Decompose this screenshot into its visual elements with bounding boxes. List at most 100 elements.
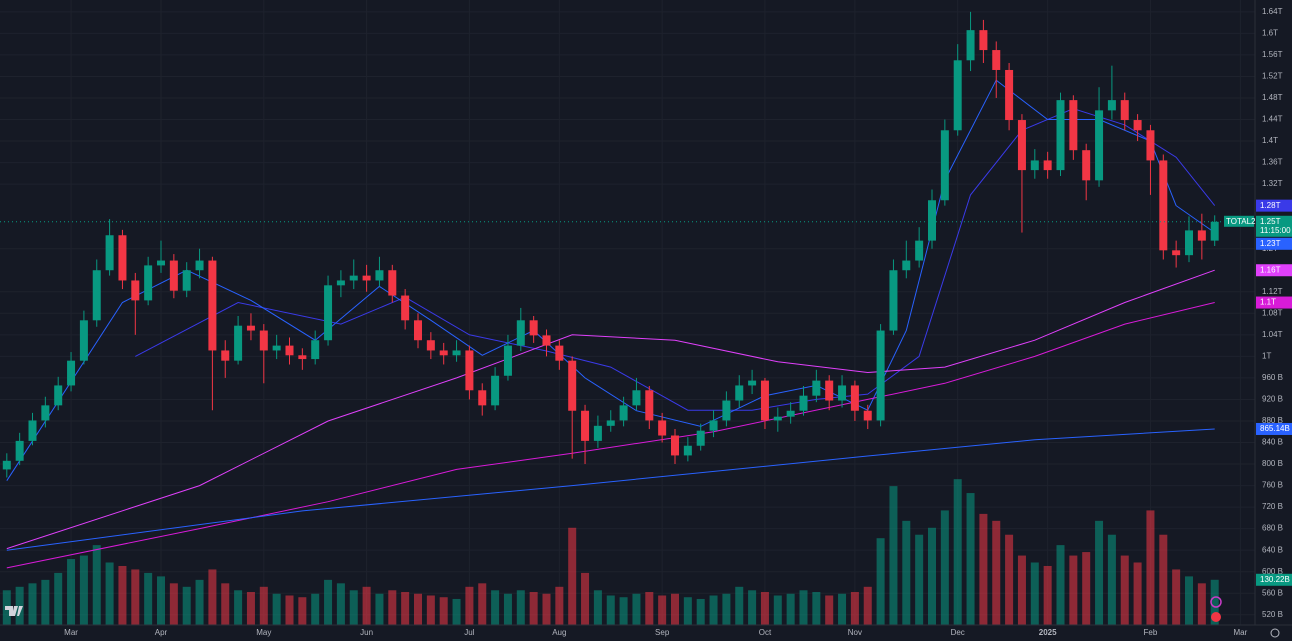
volume-bar [478,583,487,625]
volume-bar [246,592,255,625]
candle-body [2,460,11,470]
candle-body [336,280,345,286]
x-tick-label: Jul [464,628,474,637]
y-tick-label: 1.36T [1262,158,1283,167]
y-tick-label: 1.44T [1262,115,1283,124]
moving-average-line [6,428,1215,551]
volume-bar [606,595,615,625]
candle-body [542,335,551,346]
candle-body [709,420,718,431]
volume-bar [966,493,975,625]
candle-body [157,260,165,266]
candle-body [1017,120,1026,171]
candle-body [799,395,808,411]
volume-bar [683,597,692,625]
indicator-price-box [1256,237,1292,250]
volume-bar [1133,562,1142,625]
volume-bar [568,527,577,625]
volume-bar [272,593,281,625]
volume-bar [1056,545,1065,625]
candle-body [735,385,744,401]
candle-body [940,130,949,201]
y-tick-label: 920 B [1262,395,1283,404]
volume-bar [799,590,808,625]
candle-body [182,270,191,291]
volume-bar [401,592,410,625]
volume-bar [336,583,345,625]
volume-bar [298,597,307,625]
volume-bar [92,545,101,625]
candle-body [748,380,757,386]
candle-body [1030,160,1039,171]
volume-bar [1146,510,1155,625]
flag-icon[interactable] [1211,612,1221,622]
volume-bar [234,590,243,625]
indicator-price-label: 1.28T [1260,201,1281,210]
volume-bar [388,590,397,625]
candle-body [581,410,590,441]
candle-body [928,200,936,241]
volume-bar [529,592,538,625]
candle-body [760,380,769,421]
volume-bar [1107,534,1116,625]
volume-bar [118,565,127,625]
volume-bar [1005,534,1014,625]
symbol-box [1224,215,1254,227]
y-tick-label: 1.56T [1262,50,1283,59]
candle-body [979,30,988,51]
x-tick-label: Aug [552,628,566,637]
volume-bar [915,534,924,625]
volume-label: 130.22B [1260,575,1290,584]
candle-body [375,270,384,281]
symbol-label: TOTAL2 [1226,217,1256,226]
volume-bar [658,595,667,625]
volume-bar [979,513,988,625]
candle-body [1172,250,1181,256]
candle-body [786,410,795,417]
volume-bar [748,590,757,625]
y-tick-label: 600 B [1262,567,1283,576]
candle-body [491,375,500,406]
settings-icon[interactable] [1270,628,1280,638]
volume-bar [722,593,731,625]
volume-bar [169,583,178,625]
volume-bar [1095,520,1104,625]
tradingview-logo[interactable] [5,606,23,616]
candle-body [953,60,962,131]
candle-body [259,330,268,351]
volume-bar [902,520,911,625]
y-tick-label: 520 B [1262,610,1283,619]
indicator-price-box [1256,422,1292,435]
x-tick-label: Sep [655,628,670,637]
x-tick-label: Apr [155,628,168,637]
candle-body [503,345,512,376]
moving-average-line [135,108,1216,411]
candle-body [349,275,358,281]
candle-body [773,416,782,421]
candle-body [889,270,898,331]
candle-body [645,390,654,421]
candle-body [426,340,435,351]
candle-body [311,340,320,360]
y-tick-label: 1.32T [1262,179,1283,188]
candle-body [465,350,474,391]
candle-body [593,425,602,441]
candle-body [1043,160,1052,171]
volume-bar [452,598,461,625]
candle-body [1107,100,1116,111]
y-tick-label: 1.48T [1262,93,1283,102]
indicator-icon[interactable] [1210,596,1222,608]
y-tick-label: 760 B [1262,481,1283,490]
y-tick-label: 1.12T [1262,287,1283,296]
countdown-label: 11:15:00 [1260,226,1291,235]
y-tick-label: 800 B [1262,459,1283,468]
y-tick-label: 880 B [1262,416,1283,425]
candle-body [658,420,667,436]
candle-body [966,30,975,61]
volume-bar [324,579,333,625]
candle-body [992,50,1001,70]
candle-body [722,400,731,421]
